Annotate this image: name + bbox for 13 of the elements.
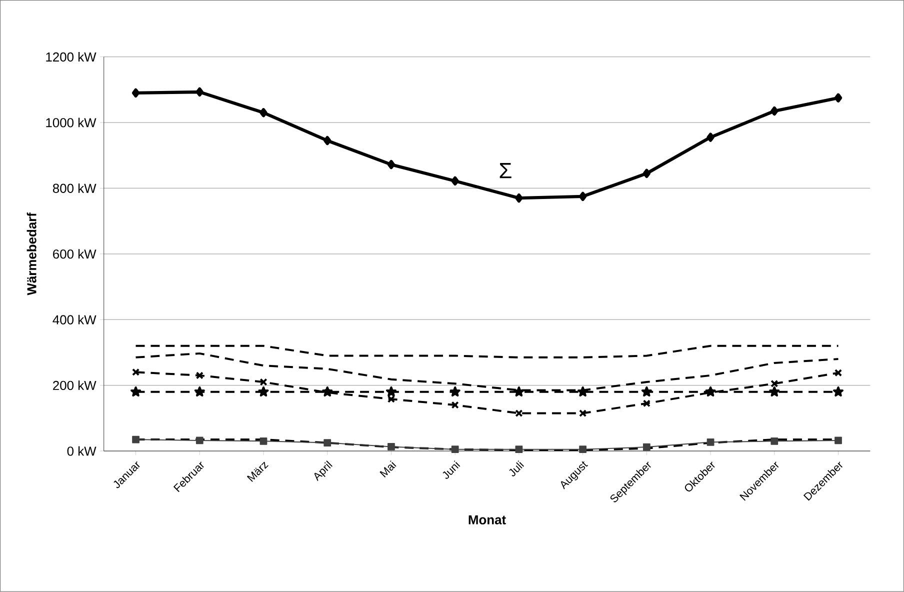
- x-axis-title: Monat: [468, 515, 506, 524]
- y-tick-label: 600 kW: [53, 249, 96, 259]
- y-axis-title: Wärmebedarf: [26, 212, 36, 296]
- y-tick-label: 400 kW: [52, 314, 96, 324]
- series-label: Σ: [500, 163, 512, 178]
- y-tick-label: 800 kW: [52, 184, 96, 194]
- x-tick-label: Juli: [509, 460, 524, 476]
- x-tick-label: Mai: [380, 460, 396, 478]
- y-tick-label: 1000 kW: [46, 118, 96, 128]
- y-tick-label: 1200 kW: [46, 52, 96, 62]
- x-tick-label: Juni: [442, 460, 460, 479]
- y-tick-label: 0 kW: [67, 446, 96, 456]
- y-tick-label: 200 kW: [53, 380, 96, 390]
